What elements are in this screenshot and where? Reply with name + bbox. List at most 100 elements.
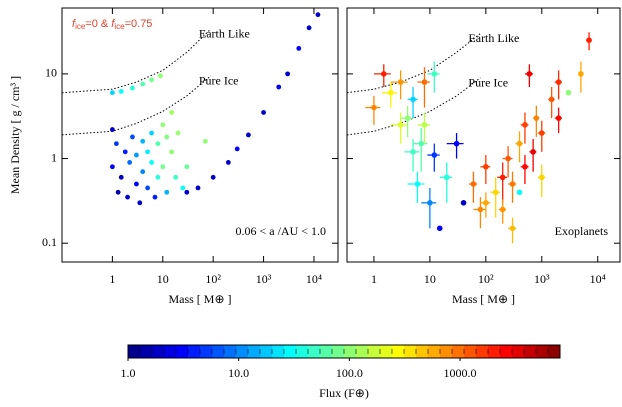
colorbar-segment [200, 345, 213, 358]
data-point [397, 79, 404, 85]
colorbar-tick-label: 10.0 [228, 366, 249, 380]
x-axis-label: Mass [ M⊕ ] [452, 292, 515, 306]
data-point [499, 206, 506, 213]
data-point [115, 189, 121, 195]
data-point [371, 104, 377, 111]
data-point [155, 141, 161, 147]
model-curve [61, 75, 212, 136]
data-point [414, 181, 421, 187]
data-point [140, 81, 146, 87]
data-point [140, 169, 146, 175]
data-point [522, 122, 528, 128]
data-point [443, 174, 450, 181]
data-point [160, 122, 166, 128]
data-point [509, 225, 516, 232]
colorbar-segment [152, 345, 165, 358]
data-point [477, 206, 484, 213]
data-point [555, 115, 562, 121]
data-point [245, 132, 251, 138]
data-point [276, 84, 282, 90]
colorbar-segment [308, 345, 321, 358]
x-tick-label: 10³ [256, 272, 272, 286]
annotation-part: =0.75 [125, 18, 153, 30]
data-point [155, 174, 161, 180]
data-point [184, 164, 190, 170]
colorbar-segment [356, 345, 369, 358]
data-point [538, 174, 545, 181]
model-curve [346, 77, 481, 136]
x-axis-label: Mass [ M⊕ ] [168, 292, 231, 306]
data-point [149, 77, 155, 83]
colorbar-segment [176, 345, 189, 358]
data-point [169, 110, 175, 115]
colorbar-tick-label: 1.0 [121, 366, 136, 380]
plot-frame [346, 7, 621, 263]
colorbar-segment [272, 345, 285, 358]
data-point [306, 25, 312, 31]
colorbar-segment [416, 345, 429, 358]
x-tick-label: 10³ [534, 272, 550, 286]
data-point [380, 71, 387, 77]
data-point [315, 12, 321, 18]
data-point [530, 149, 536, 155]
curve-label: Earth Like [468, 31, 519, 45]
colorbar-segment [128, 345, 141, 358]
data-point [180, 185, 186, 191]
data-point [164, 134, 170, 140]
colorbar-segment [500, 345, 513, 358]
plot-frame [61, 7, 339, 263]
data-point [538, 130, 545, 136]
y-tick-label: 0.1 [42, 235, 57, 249]
data-point [109, 90, 115, 96]
colorbar-segment [440, 345, 453, 358]
colorbar-tick-label: 100.0 [336, 366, 363, 380]
data-point [578, 71, 584, 77]
region-label: Exoplanets [555, 224, 609, 238]
data-point [460, 200, 467, 206]
colorbar-segment [248, 345, 261, 358]
annotation-part: ice [75, 22, 86, 31]
colorbar-segment [164, 345, 177, 358]
colorbar-tick-label: 1000.0 [444, 366, 477, 380]
data-point [109, 127, 115, 132]
colorbar-segment [476, 345, 489, 358]
colorbar-frame [127, 344, 561, 359]
data-point [149, 160, 155, 165]
annotation-part: ice [114, 22, 125, 31]
data-point [261, 110, 266, 115]
data-point [421, 122, 428, 128]
curve-label: Earth Like [199, 27, 250, 41]
data-point [113, 141, 119, 147]
x-tick-label: 10⁴ [590, 272, 606, 286]
data-point [565, 89, 572, 96]
data-point [436, 225, 443, 232]
model-curve [61, 28, 212, 94]
data-point [404, 115, 411, 121]
data-point [509, 181, 516, 187]
x-tick-label: 10 [424, 272, 436, 286]
data-point [225, 160, 231, 165]
colorbar-segment [236, 345, 249, 358]
data-point [164, 189, 170, 195]
data-point [431, 152, 438, 158]
points [109, 12, 321, 206]
x-tick-label: 10² [205, 272, 221, 286]
colorbar-segment [536, 345, 549, 358]
x-tick-label: 10² [478, 272, 494, 286]
data-point [127, 160, 133, 165]
annotation-part: f [111, 18, 115, 30]
data-point [526, 71, 533, 77]
data-point [145, 149, 151, 155]
colorbar-segment [296, 345, 309, 358]
data-point [516, 189, 523, 196]
model-curve [346, 33, 481, 94]
colorbar-segment [140, 345, 153, 358]
colorbar-segment [332, 345, 345, 358]
x-tick-label: 10 [157, 272, 169, 286]
colorbar-label: Flux (F⊕) [319, 386, 369, 400]
data-point [410, 149, 416, 155]
data-point [533, 115, 540, 121]
data-point [483, 163, 489, 170]
data-point [410, 96, 416, 103]
